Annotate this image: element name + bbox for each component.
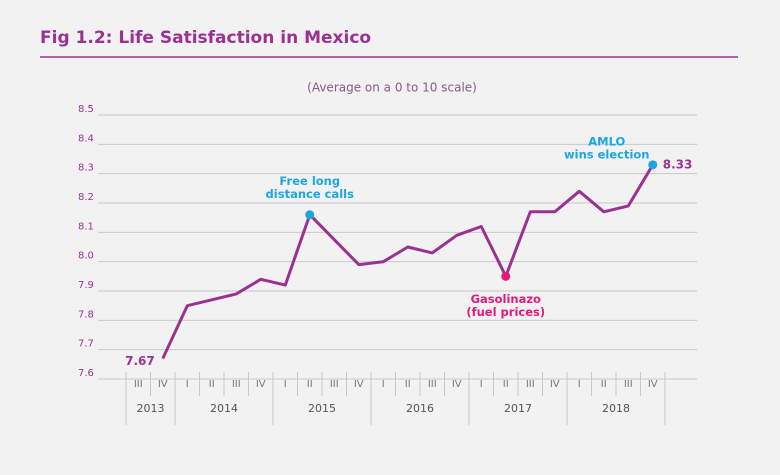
highlight-point (648, 160, 658, 170)
x-group-label: 2016 (406, 402, 434, 415)
x-tick-label: III (428, 379, 437, 390)
chart-subtitle: (Average on a 0 to 10 scale) (307, 81, 477, 95)
x-tick-label: I (578, 379, 581, 390)
x-tick-label: III (330, 379, 339, 390)
y-tick-label: 7.6 (78, 368, 94, 379)
x-tick-label: III (134, 379, 143, 390)
x-group-label: 2018 (602, 402, 630, 415)
x-tick-label: II (209, 379, 215, 390)
x-tick-label: II (405, 379, 411, 390)
chart-title: Fig 1.2: Life Satisfaction in Mexico (40, 28, 371, 48)
y-tick-label: 8.4 (78, 133, 94, 144)
annotation: AMLO (588, 134, 625, 148)
highlight-point (305, 210, 315, 220)
y-tick-label: 7.7 (78, 339, 94, 350)
x-tick-label: IV (648, 379, 658, 390)
x-tick-label: II (307, 379, 313, 390)
annotation: Free long (279, 174, 340, 188)
x-tick-label: II (601, 379, 607, 390)
annotation: (fuel prices) (466, 305, 545, 319)
y-tick-label: 8.2 (78, 192, 94, 203)
x-tick-label: I (284, 379, 287, 390)
highlight-point (501, 271, 511, 281)
x-tick-label: I (186, 379, 189, 390)
value-label: 8.33 (663, 157, 693, 171)
annotation: distance calls (266, 187, 355, 201)
x-tick-label: I (480, 379, 483, 390)
x-group-label: 2015 (308, 402, 336, 415)
y-tick-label: 7.9 (78, 280, 94, 291)
y-tick-label: 7.8 (78, 309, 94, 320)
x-tick-label: IV (158, 379, 168, 390)
annotation: wins election (564, 147, 650, 161)
y-tick-label: 8.3 (78, 163, 94, 174)
data-line (161, 164, 655, 360)
y-tick-label: 8.1 (78, 221, 94, 232)
x-tick-label: IV (550, 379, 560, 390)
y-tick-label: 8.0 (78, 251, 94, 262)
x-tick-label: II (503, 379, 509, 390)
y-tick-label: 8.5 (78, 104, 94, 115)
x-group-label: 2017 (504, 402, 532, 415)
x-tick-label: III (232, 379, 241, 390)
x-tick-label: III (624, 379, 633, 390)
x-group-label: 2014 (210, 402, 238, 415)
x-tick-label: I (382, 379, 385, 390)
x-tick-label: IV (256, 379, 266, 390)
x-tick-label: III (526, 379, 535, 390)
annotation: Gasolinazo (471, 292, 541, 306)
x-tick-label: IV (354, 379, 364, 390)
x-group-label: 2013 (137, 402, 165, 415)
value-label: 7.67 (125, 354, 155, 368)
x-tick-label: IV (452, 379, 462, 390)
